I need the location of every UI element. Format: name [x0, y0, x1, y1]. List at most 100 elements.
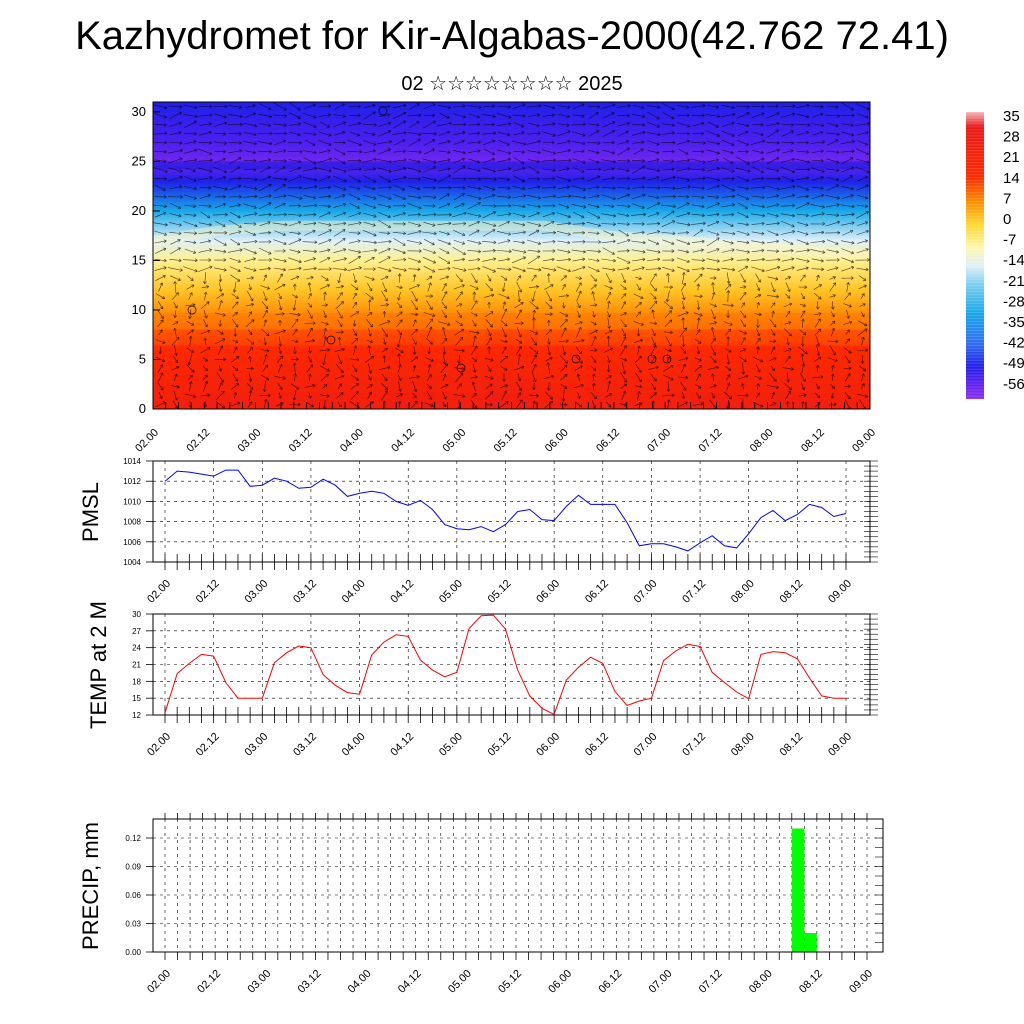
y-tick-label: 24: [132, 644, 141, 653]
temperature-cell: [178, 392, 205, 409]
temperature-cell: [844, 344, 870, 362]
temperature-cell: [178, 376, 205, 394]
time-tick-label: 03.00: [236, 427, 264, 455]
temperature-cell: [716, 392, 743, 409]
section-time-axis: 02.00 02.12 03.00 03.12 04.00 04.12 05.00 05.12…: [133, 427, 878, 455]
temperature-cell: [409, 392, 436, 409]
time-tick-label: 05.00: [437, 578, 465, 606]
temperature-cell: [409, 344, 436, 362]
temperature-cell: [588, 328, 615, 346]
temperature-cell: [742, 312, 769, 330]
temperature-cell: [844, 360, 870, 378]
temperature-cell: [639, 328, 666, 346]
temperature-cell: [485, 312, 513, 330]
temperature-cell: [639, 312, 666, 330]
y-tick-label: 5: [139, 351, 146, 366]
temperature-cell: [281, 360, 308, 378]
time-tick-label: 05.12: [486, 578, 514, 606]
time-tick-label: 02.12: [184, 427, 212, 455]
precip-bar: [791, 828, 805, 952]
time-tick-label: 09.00: [850, 427, 878, 455]
time-tick-label: 02.12: [194, 578, 222, 606]
y-tick-label: 1006: [123, 538, 141, 547]
temperature-cell: [460, 360, 487, 378]
time-tick-label: 04.00: [346, 968, 374, 996]
temperature-cell: [255, 344, 282, 362]
temperature-cell: [153, 344, 180, 362]
page-title: Kazhydromet for Kir-Algabas-2000(42.762 …: [75, 14, 949, 58]
temperature-cell: [511, 312, 538, 330]
precip-panel: 0.00 0.03 0.06 0.09 0.12 02.00 02.12 03.00 03.1…: [78, 813, 884, 996]
colorbar-label: -14: [1003, 252, 1024, 269]
time-tick-label: 09.00: [826, 731, 854, 759]
colorbar-label: -56: [1003, 376, 1024, 393]
temperature-cell: [153, 360, 180, 378]
temperature-cell: [613, 328, 641, 346]
temperature-cell: [588, 344, 615, 362]
temperature-cell: [511, 344, 538, 362]
temperature-cell: [511, 392, 538, 409]
calm-marker: [326, 335, 336, 345]
temperature-cell: [562, 312, 589, 330]
temperature-cell: [690, 376, 717, 394]
time-tick-label: 06.00: [546, 968, 574, 996]
wind-vector-field: [153, 102, 870, 409]
pmsl-y-axis: 1004 1006 1008 1010 1012 1014: [123, 457, 153, 567]
temperature-cell: [281, 376, 308, 394]
pmsl-frame: [152, 460, 871, 563]
temperature-cell: [665, 360, 692, 378]
precip-frame: [152, 818, 884, 953]
temperature-cell: [485, 376, 513, 394]
temperature-cell: [665, 328, 692, 346]
temp2m-series-line: [164, 614, 846, 716]
temperature-cell: [665, 312, 692, 330]
temp2m-time-axis: 02.00 02.12 03.00 03.12 04.00 04.12 05.00 05.12…: [145, 731, 854, 759]
time-tick-label: 07.00: [632, 731, 660, 759]
temperature-cell: [409, 312, 436, 330]
time-tick-label: 05.00: [446, 968, 474, 996]
temperature-cell: [434, 392, 461, 409]
temperature-cell: [767, 328, 794, 346]
temperature-cell: [562, 392, 589, 409]
time-tick-label: 04.12: [396, 968, 424, 996]
temp2m-panel: 12 15 18 21 24 27 30 02.00 02.12 03.00 03.12 04.00…: [86, 601, 878, 759]
temperature-cell: [153, 376, 180, 394]
temperature-cell: [588, 360, 615, 378]
time-tick-label: 08.00: [748, 427, 776, 455]
temperature-cell: [818, 344, 845, 362]
temperature-cell: [767, 312, 794, 330]
temperature-cell: [485, 360, 513, 378]
temperature-cell: [255, 360, 282, 378]
temperature-cell: [742, 360, 769, 378]
temperature-cell: [742, 344, 769, 362]
time-tick-label: 03.00: [242, 578, 270, 606]
temperature-cell: [409, 376, 436, 394]
calm-marker: [378, 106, 388, 116]
temperature-cell: [255, 392, 282, 409]
temperature-cell: [767, 376, 794, 394]
section-height-axis: 0 5 10 15 20 25 30: [132, 104, 871, 416]
y-tick-label: 0.03: [125, 920, 141, 929]
colorbar-label: 7: [1003, 190, 1011, 207]
time-tick-label: 09.00: [847, 968, 875, 996]
temperature-cell: [460, 328, 487, 346]
temperature-cell: [793, 376, 820, 394]
temp2m-axis-label: TEMP at 2 M: [86, 601, 111, 729]
calm-marker: [571, 354, 581, 364]
temperature-cell: [178, 312, 205, 330]
y-tick-label: 25: [132, 153, 146, 168]
y-tick-label: 0: [139, 401, 146, 416]
pmsl-time-axis: 02.00 02.12 03.00 03.12 04.00 04.12 05.00 05.12…: [145, 578, 854, 606]
colorbar-labels: 35 28 21 14 7 0 -7 -14 -21 -28 -35 -42 -49 -56: [1003, 108, 1024, 393]
time-tick-label: 02.12: [194, 731, 222, 759]
temperature-cell: [357, 392, 385, 409]
temperature-cell: [281, 312, 308, 330]
time-tick-label: 07.12: [697, 427, 725, 455]
temperature-cell: [716, 312, 743, 330]
colorbar-label: 14: [1003, 170, 1020, 187]
temperature-cell: [204, 312, 231, 330]
temperature-cell: [537, 328, 564, 346]
y-tick-label: 18: [132, 677, 141, 686]
time-tick-label: 07.00: [645, 427, 673, 455]
